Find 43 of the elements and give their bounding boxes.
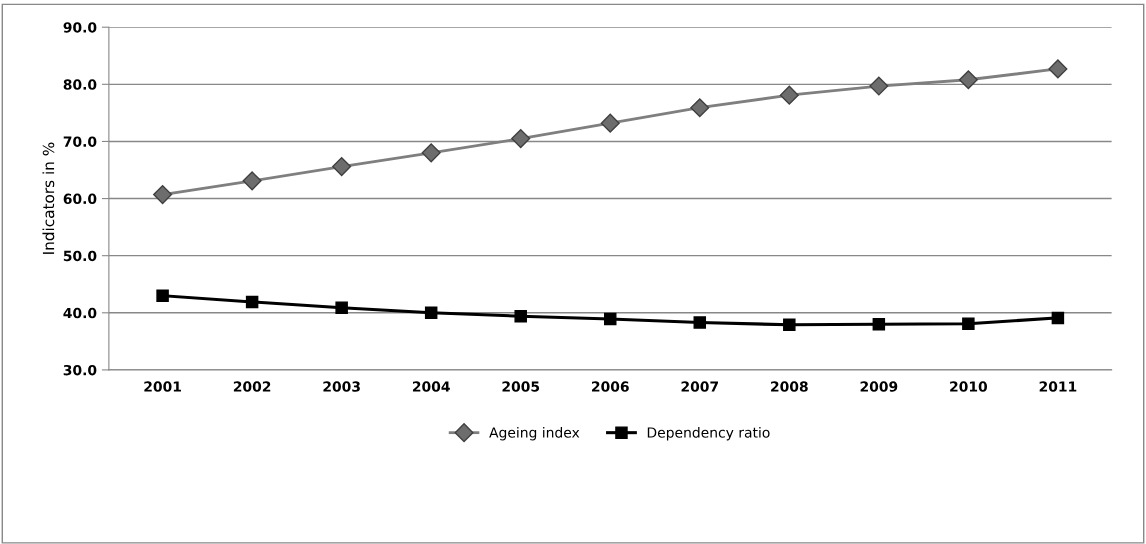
y-tick-label: 40.0 [63, 307, 97, 319]
point [156, 289, 169, 302]
point [242, 171, 262, 191]
point [335, 301, 348, 314]
x-tick-label: 2007 [681, 381, 718, 392]
legend-label: Ageing index [489, 426, 580, 441]
y-tick-label: 30.0 [63, 364, 97, 376]
point [779, 85, 799, 105]
legend-label: Dependency ratio [647, 426, 770, 441]
point [421, 143, 441, 163]
x-tick-label: 2002 [233, 381, 271, 392]
point [514, 309, 527, 323]
y-tick-label: 80.0 [63, 79, 97, 90]
x-tick-label: 2003 [323, 381, 360, 392]
x-tick-label: 2001 [144, 381, 181, 392]
y-tick-label: 90.0 [63, 22, 97, 33]
point [958, 70, 978, 90]
point [1051, 311, 1065, 325]
x-tick-label: 2006 [592, 381, 629, 392]
point [962, 317, 975, 330]
point [1048, 59, 1068, 79]
point [872, 317, 886, 331]
x-tick-label: 2005 [502, 381, 540, 392]
x-tick-label: 2010 [950, 381, 988, 392]
y-tick-label: 70.0 [63, 136, 97, 147]
y-axis-title: Indicators in % [42, 142, 55, 254]
point [869, 76, 889, 96]
x-tick-label: 2008 [771, 381, 808, 392]
point [783, 318, 796, 332]
point [511, 129, 531, 149]
x-tick-label: 2004 [412, 381, 450, 392]
x-tick-label: 2009 [860, 381, 898, 392]
y-tick-label: 50.0 [63, 250, 97, 262]
point [153, 185, 173, 205]
point [424, 306, 438, 320]
x-tick-label: 2011 [1039, 381, 1077, 392]
point [603, 312, 617, 326]
point [600, 113, 620, 133]
point [690, 98, 710, 118]
point [693, 316, 707, 329]
point [245, 295, 259, 309]
point [332, 157, 352, 177]
y-tick-label: 60.0 [63, 193, 97, 205]
